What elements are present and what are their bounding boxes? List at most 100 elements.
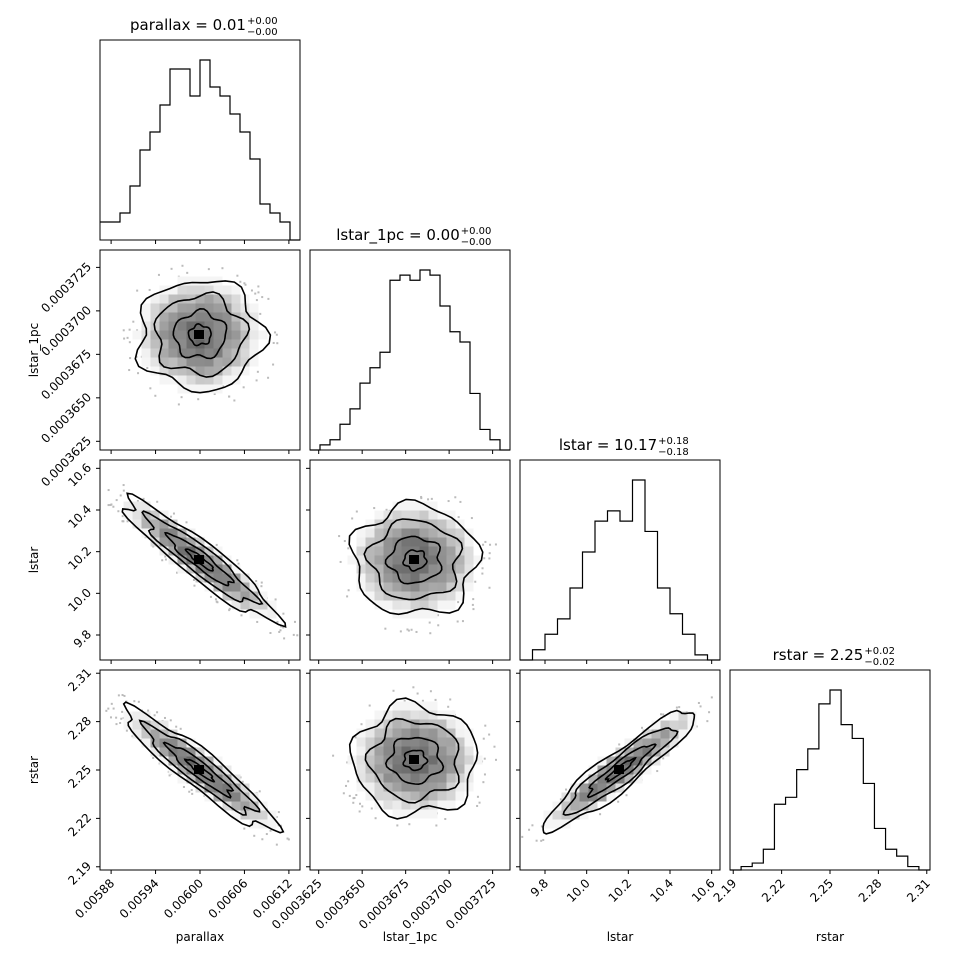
density-cell [464,555,474,565]
sample-point [250,289,253,292]
sample-point [257,285,260,288]
sample-point [482,781,485,784]
density-cell [222,312,232,322]
density-cell [437,800,447,810]
sample-point [472,608,475,611]
sample-point [170,515,173,518]
sample-point [175,725,178,728]
density-cell [258,810,268,820]
contour-level-3 [384,535,443,585]
sample-point [255,379,258,382]
density-cell [356,764,366,774]
sample-point [117,694,120,697]
sample-point [147,709,150,712]
density-cell [579,783,589,793]
density-cell [123,510,133,520]
sample-point [222,385,225,388]
density-cell [204,330,214,340]
density-cell [419,764,429,774]
density-cell [159,348,169,358]
density-cell [249,357,259,367]
density-cell [204,555,214,565]
sample-point [170,267,173,270]
sample-point [618,743,621,746]
title-sub-lstar: −0.18 [658,447,689,458]
density-cell [419,773,429,783]
sample-point [347,547,350,550]
density-cell [365,555,375,565]
sample-point [121,694,124,697]
density-cell [374,764,384,774]
density-cell [186,303,196,313]
density-cell [410,609,420,619]
sample-point [190,789,193,792]
density-cell [606,783,616,793]
density-cell [204,294,214,304]
density-cell [392,582,402,592]
sample-point [256,620,259,623]
density-cell [428,764,438,774]
sample-point [406,628,409,631]
density-cell [240,591,250,601]
sample-point [228,395,231,398]
density-cell [213,582,223,592]
density-cell [419,546,429,556]
density-cell [597,783,607,793]
density-cell [401,782,411,792]
density-cell [159,519,169,529]
density-cell [231,810,241,820]
density-cell [428,573,438,583]
density-cell [392,701,402,711]
sample-point [293,620,296,623]
density-cell [410,501,420,511]
density-cell [410,737,420,747]
density-cell [660,738,670,748]
density-cell [455,764,465,774]
title-sub-parallax: −0.00 [247,27,278,38]
density-cell [365,746,375,756]
sample-point [444,818,447,821]
density-cell [204,366,214,376]
density-cell [419,701,429,711]
density-cell [159,357,169,367]
sample-point [237,562,240,565]
sample-point [447,705,450,708]
density-cell [231,348,241,358]
density-cell [374,510,384,520]
density-cell [222,573,232,583]
density-cell [168,339,178,349]
density-cell [267,600,277,610]
density-cell [168,375,178,385]
density-cell [141,303,151,313]
sample-point [286,837,289,840]
density-cell [374,710,384,720]
density-cell [365,573,375,583]
density-cell [150,720,160,730]
density-cell [186,339,196,349]
sample-point [483,557,486,560]
density-cell [258,330,268,340]
density-cell [204,339,214,349]
density-cell [464,755,474,765]
density-cell [383,573,393,583]
density-peak [194,555,204,564]
sample-point [221,267,224,270]
sample-point [277,811,280,814]
density-cell [186,765,196,775]
sample-point [708,711,711,714]
sample-point [207,268,210,271]
sample-point [488,733,491,736]
density-cell [249,312,259,322]
density-cell [419,728,429,738]
sample-point [278,630,281,633]
density-cell [168,738,178,748]
sample-point [122,484,125,487]
density-cell [437,719,447,729]
contour-level-3 [164,531,235,587]
sample-point [361,805,364,808]
density-cell [446,519,456,529]
density-cell [186,366,196,376]
density-cell [204,546,214,556]
density-cell [177,774,187,784]
density-cell [159,330,169,340]
